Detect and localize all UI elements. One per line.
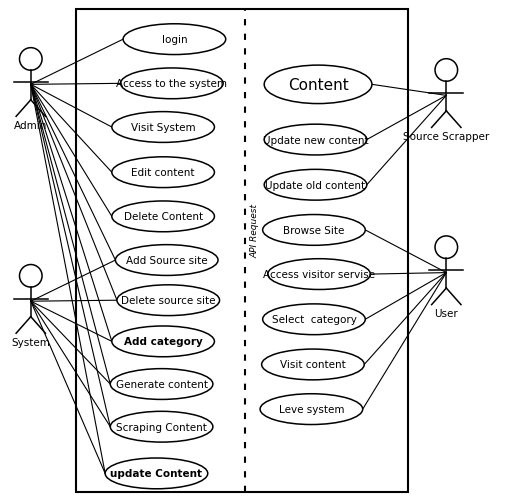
Ellipse shape bbox=[19, 265, 42, 288]
Text: Delete Content: Delete Content bbox=[124, 212, 203, 222]
Text: Scraping Content: Scraping Content bbox=[116, 422, 207, 432]
Ellipse shape bbox=[110, 369, 213, 400]
Text: Leve system: Leve system bbox=[279, 404, 344, 414]
Text: User: User bbox=[435, 308, 458, 318]
Text: Add Source site: Add Source site bbox=[126, 256, 208, 266]
Text: Source Scrapper: Source Scrapper bbox=[403, 131, 489, 141]
Text: Content: Content bbox=[288, 78, 348, 93]
Ellipse shape bbox=[112, 201, 214, 232]
Ellipse shape bbox=[121, 69, 223, 100]
Text: Edit content: Edit content bbox=[131, 168, 195, 178]
Ellipse shape bbox=[264, 66, 372, 104]
Ellipse shape bbox=[110, 411, 213, 442]
Text: Select  category: Select category bbox=[271, 315, 357, 325]
Text: Admin: Admin bbox=[14, 120, 48, 130]
Ellipse shape bbox=[123, 25, 226, 56]
Text: Generate content: Generate content bbox=[115, 379, 208, 389]
Text: Browse Site: Browse Site bbox=[283, 225, 345, 235]
Ellipse shape bbox=[112, 326, 214, 357]
Text: Add category: Add category bbox=[124, 337, 203, 347]
Ellipse shape bbox=[112, 157, 214, 188]
Text: API Request: API Request bbox=[250, 203, 260, 258]
Ellipse shape bbox=[260, 394, 363, 425]
Text: Access visitor servise: Access visitor servise bbox=[263, 270, 375, 280]
Ellipse shape bbox=[115, 245, 218, 276]
Text: Visit System: Visit System bbox=[131, 123, 195, 133]
Ellipse shape bbox=[19, 49, 42, 71]
Text: login: login bbox=[162, 35, 187, 45]
Ellipse shape bbox=[117, 285, 220, 316]
Ellipse shape bbox=[263, 215, 365, 246]
Text: Update old content: Update old content bbox=[265, 180, 366, 190]
Ellipse shape bbox=[435, 236, 458, 259]
Text: System: System bbox=[11, 337, 50, 347]
Ellipse shape bbox=[264, 170, 367, 201]
Ellipse shape bbox=[112, 112, 214, 143]
Ellipse shape bbox=[263, 304, 365, 335]
Ellipse shape bbox=[268, 259, 370, 290]
Text: Update new content: Update new content bbox=[263, 135, 368, 145]
Ellipse shape bbox=[435, 60, 458, 82]
Ellipse shape bbox=[105, 458, 208, 489]
Text: update Content: update Content bbox=[110, 468, 203, 478]
Ellipse shape bbox=[264, 125, 367, 156]
Text: Access to the system: Access to the system bbox=[116, 79, 227, 89]
Text: Delete source site: Delete source site bbox=[121, 296, 215, 306]
Bar bbox=[76, 10, 408, 492]
Text: Visit content: Visit content bbox=[280, 360, 346, 370]
Ellipse shape bbox=[262, 349, 364, 380]
